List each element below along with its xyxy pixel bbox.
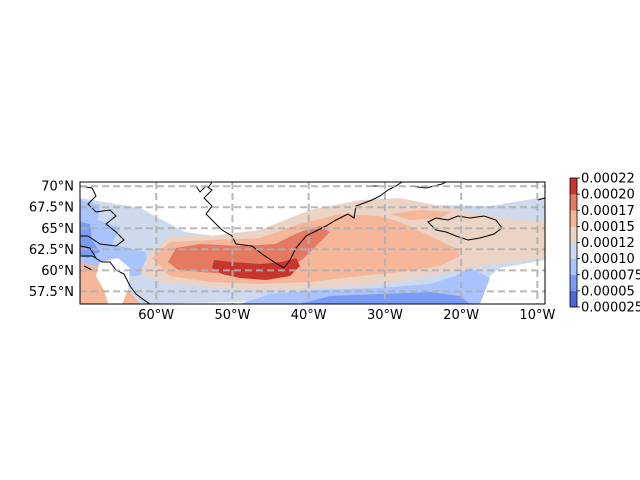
longitude-tick-labels: 60°W 50°W 40°W 30°W 20°W 10°W: [138, 308, 555, 323]
colorbar-tick-label: 0.00015: [581, 220, 635, 235]
lat-tick-label: 70°N: [41, 180, 74, 195]
coastline-labrador-north: [80, 245, 97, 271]
gridlines: [80, 182, 545, 304]
colorbar-band: [570, 242, 577, 259]
colorbar-tick-label: 0.000025: [581, 301, 640, 316]
lat-tick-label: 67.5°N: [29, 201, 74, 216]
lon-tick-label: 30°W: [367, 308, 403, 323]
colorbar-tick-label: 0.000075: [581, 268, 640, 283]
coastline-greenland: [195, 182, 447, 269]
colorbar-tick-label: 0.00022: [581, 172, 635, 187]
colorbar-tick-label: 0.00010: [581, 252, 635, 267]
coastlines: [80, 182, 545, 304]
lon-tick-label: 20°W: [443, 308, 479, 323]
colorbar-bands: [570, 178, 577, 308]
colorbar-band: [570, 178, 577, 195]
coastline-baffin: [80, 185, 125, 247]
colorbar-tick-label: 0.00005: [581, 284, 635, 299]
contour-level-0.000200: [212, 258, 300, 280]
lat-tick-label: 62.5°N: [29, 243, 74, 258]
contour-field: [80, 182, 545, 304]
colorbar: 0.0000250.000050.0000750.000100.000120.0…: [569, 172, 640, 316]
colorbar-band: [570, 274, 577, 292]
lon-tick-label: 50°W: [215, 308, 251, 323]
contour-level-0.000075-west: [80, 200, 150, 276]
map-axes: 70°N 67.5°N 65°N 62.5°N 60°N 57.5°N 60°W 50°W 4…: [29, 180, 556, 323]
colorbar-band: [570, 258, 577, 276]
colorbar-band: [570, 210, 577, 227]
coastline-labrador: [80, 255, 151, 304]
latitude-tick-labels: 70°N 67.5°N 65°N 62.5°N 60°N 57.5°N: [29, 180, 74, 300]
lon-tick-label: 60°W: [138, 308, 174, 323]
colorbar-tick-label: 0.00020: [581, 188, 635, 203]
lon-tick-label: 40°W: [291, 308, 327, 323]
lat-tick-label: 65°N: [41, 222, 74, 237]
coastline-svalbard-fragment: [537, 197, 545, 201]
colorbar-band: [570, 226, 577, 243]
colorbar-band: [570, 194, 577, 211]
contour-level-0.000150-ne: [390, 210, 450, 220]
colorbar-tick-label: 0.00017: [581, 204, 635, 219]
colorbar-band: [570, 290, 577, 308]
colorbar-tick-labels: 0.0000250.000050.0000750.000100.000120.0…: [577, 172, 640, 316]
lat-tick-label: 60°N: [41, 264, 74, 279]
lat-tick-label: 57.5°N: [29, 285, 74, 300]
lon-tick-label: 10°W: [519, 308, 555, 323]
colorbar-tick-label: 0.00012: [581, 236, 635, 251]
map-frame: [79, 181, 546, 305]
